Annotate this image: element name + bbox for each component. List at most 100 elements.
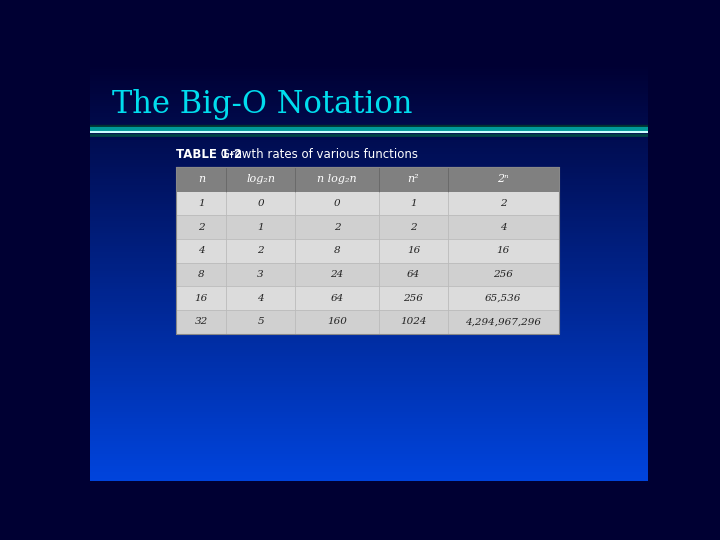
Bar [90,260,648,262]
Bar [176,310,559,334]
Bar [90,100,648,102]
Bar [90,192,648,194]
Bar [90,173,648,175]
Bar [90,102,648,104]
Bar [90,114,648,117]
Bar [90,256,648,258]
Text: 4,294,967,296: 4,294,967,296 [465,318,541,327]
Bar [90,364,648,366]
Bar [90,65,648,67]
Bar [90,196,648,198]
Bar [90,202,648,204]
Bar [90,239,648,241]
Bar [90,246,648,248]
Bar [90,395,648,397]
Bar [90,287,648,289]
Bar [90,349,648,352]
Text: TABLE 1-2: TABLE 1-2 [176,148,243,161]
Bar [90,238,648,239]
Bar [90,383,648,385]
Bar [90,206,648,208]
Bar [90,373,648,375]
Bar [90,289,648,292]
Bar [90,248,648,250]
Text: 5: 5 [257,318,264,327]
Bar [90,90,648,92]
Bar [90,129,648,131]
Text: 64: 64 [407,270,420,279]
Text: 2: 2 [333,222,341,232]
Bar [176,286,559,310]
Bar [90,433,648,435]
Bar [90,281,648,283]
Text: 2ⁿ: 2ⁿ [498,174,509,184]
Bar [90,458,648,460]
Bar [90,73,648,75]
Bar [90,391,648,393]
Bar [90,158,648,160]
Bar [90,447,648,449]
Bar [90,187,648,190]
Bar [90,400,648,402]
Bar [90,451,648,454]
Bar [90,258,648,260]
Bar [90,327,648,329]
Bar [90,476,648,478]
Text: 65,536: 65,536 [485,294,521,303]
Bar [90,412,648,414]
Bar [176,215,559,239]
Bar [90,262,648,265]
Bar [90,460,648,462]
Bar [90,165,648,167]
Bar [90,75,648,77]
Bar [90,154,648,156]
Text: The Big-O Notation: The Big-O Notation [112,89,413,120]
Bar [90,379,648,381]
Bar [90,339,648,341]
Text: 0: 0 [257,199,264,208]
Bar [90,79,648,82]
Bar [90,408,648,410]
Bar [90,254,648,256]
Text: 2: 2 [257,246,264,255]
Bar [90,84,648,85]
Bar [90,418,648,420]
Bar [90,250,648,252]
Bar [90,214,648,217]
Text: 1: 1 [410,199,417,208]
Bar [90,389,648,391]
Bar [90,140,648,141]
Bar [90,478,648,481]
Bar [176,239,559,263]
Bar [90,268,648,271]
Bar [90,106,648,109]
Bar [90,85,648,87]
Bar [90,310,648,312]
Bar [90,466,648,468]
Bar [90,370,648,373]
Bar [90,302,648,304]
Bar [90,362,648,364]
Bar [90,221,648,223]
Bar [90,141,648,144]
Bar [90,279,648,281]
Bar [90,136,648,138]
Bar [90,329,648,331]
Bar [90,375,648,377]
Bar [90,381,648,383]
Bar [90,404,648,406]
Bar [90,337,648,339]
Text: 64: 64 [330,294,343,303]
Bar [90,333,648,335]
Bar [90,298,648,300]
Bar [90,406,648,408]
Bar [90,283,648,285]
Bar [90,160,648,163]
Text: 160: 160 [327,318,347,327]
Bar [90,123,648,125]
Bar [90,316,648,319]
Bar [90,117,648,119]
Bar [90,387,648,389]
Bar [90,474,648,476]
Bar [90,87,648,90]
